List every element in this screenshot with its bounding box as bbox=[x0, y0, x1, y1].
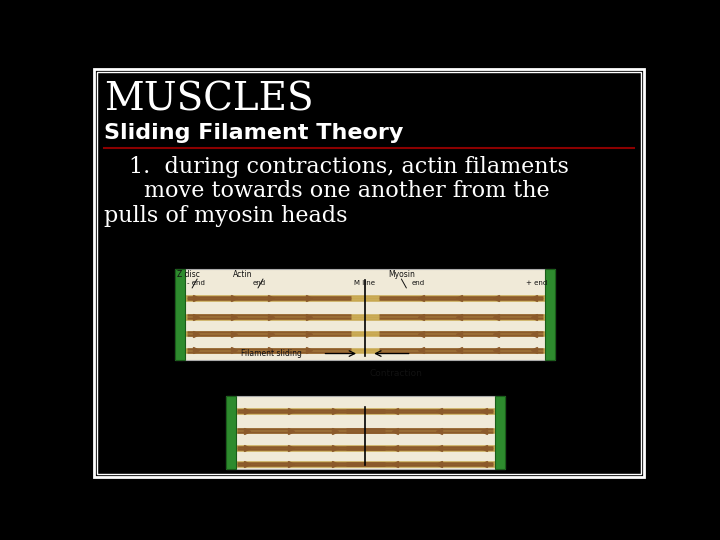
Text: 1.  during contractions, actin filaments: 1. during contractions, actin filaments bbox=[129, 156, 569, 178]
Bar bbox=[495, 396, 505, 469]
Text: Filament sliding: Filament sliding bbox=[241, 349, 302, 358]
Bar bbox=[225, 396, 505, 469]
Text: end: end bbox=[253, 280, 266, 286]
Bar bbox=[175, 269, 185, 360]
Text: Z disc: Z disc bbox=[177, 271, 199, 279]
Text: end: end bbox=[412, 280, 425, 286]
Bar bbox=[175, 269, 555, 360]
Text: Actin: Actin bbox=[233, 271, 253, 279]
Text: M line: M line bbox=[354, 280, 374, 286]
Text: pulls of myosin heads: pulls of myosin heads bbox=[104, 205, 348, 227]
Text: - end: - end bbox=[187, 280, 204, 286]
Text: move towards one another from the: move towards one another from the bbox=[144, 180, 550, 202]
Text: Sliding Filament Theory: Sliding Filament Theory bbox=[104, 123, 403, 143]
Bar bbox=[225, 396, 235, 469]
Bar bbox=[545, 269, 555, 360]
Text: Contraction: Contraction bbox=[369, 369, 422, 378]
Text: MUSCLES: MUSCLES bbox=[104, 82, 314, 119]
Text: Myosin: Myosin bbox=[388, 271, 415, 279]
Text: + end: + end bbox=[526, 280, 546, 286]
